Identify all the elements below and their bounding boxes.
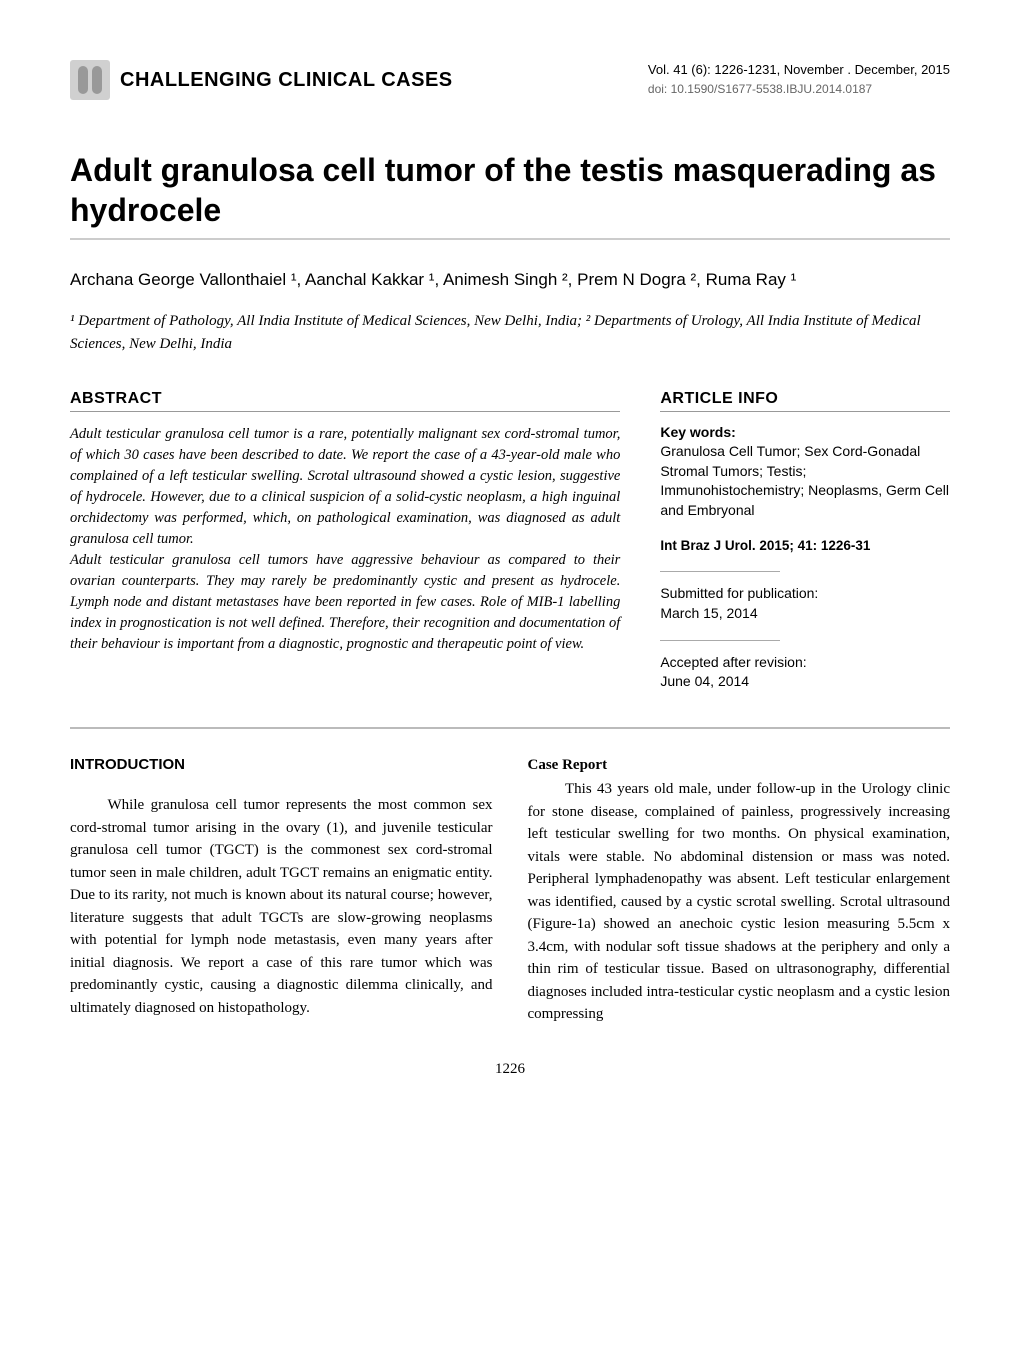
section-divider	[70, 727, 950, 729]
article-title: Adult granulosa cell tumor of the testis…	[70, 150, 950, 230]
info-divider	[660, 640, 780, 641]
introduction-text: While granulosa cell tumor represents th…	[70, 794, 493, 1019]
affiliations: ¹ Department of Pathology, All India Ins…	[70, 310, 950, 355]
abstract-column: ABSTRACT Adult testicular granulosa cell…	[70, 390, 620, 692]
introduction-heading: INTRODUCTION	[70, 754, 493, 777]
header-row: CHALLENGING CLINICAL CASES Vol. 41 (6): …	[70, 60, 950, 100]
info-divider	[660, 571, 780, 572]
abstract-p2: Adult testicular granulosa cell tumors h…	[70, 550, 620, 655]
abstract-info-row: ABSTRACT Adult testicular granulosa cell…	[70, 390, 950, 692]
page-number: 1226	[70, 1061, 950, 1078]
section-badge: CHALLENGING CLINICAL CASES	[70, 60, 453, 100]
authors-line: Archana George Vallonthaiel ¹, Aanchal K…	[70, 270, 950, 290]
keywords-label: Key words:	[660, 424, 950, 440]
article-info-column: ARTICLE INFO Key words: Granulosa Cell T…	[660, 390, 950, 692]
volume-line: Vol. 41 (6): 1226-1231, November . Decem…	[648, 60, 950, 80]
abstract-p1: Adult testicular granulosa cell tumor is…	[70, 424, 620, 550]
abstract-heading: ABSTRACT	[70, 390, 620, 412]
body-left-column: INTRODUCTION While granulosa cell tumor …	[70, 754, 493, 1026]
body-right-column: Case Report This 43 years old male, unde…	[528, 754, 951, 1026]
case-report-text: This 43 years old male, under follow-up …	[528, 778, 951, 1026]
section-name: CHALLENGING CLINICAL CASES	[120, 69, 453, 92]
accepted-label: Accepted after revision:	[660, 653, 950, 673]
keywords-text: Granulosa Cell Tumor; Sex Cord-Gonadal S…	[660, 442, 950, 520]
abstract-text: Adult testicular granulosa cell tumor is…	[70, 424, 620, 655]
citation-text: Int Braz J Urol. 2015; 41: 1226-31	[660, 538, 950, 553]
title-underline	[70, 238, 950, 240]
article-info-heading: ARTICLE INFO	[660, 390, 950, 412]
journal-icon	[70, 60, 110, 100]
doi-text: doi: 10.1590/S1677-5538.IBJU.2014.0187	[648, 80, 950, 98]
body-columns: INTRODUCTION While granulosa cell tumor …	[70, 754, 950, 1026]
submitted-label: Submitted for publication:	[660, 584, 950, 604]
accepted-date: June 04, 2014	[660, 672, 950, 692]
submitted-date: March 15, 2014	[660, 604, 950, 624]
case-report-heading: Case Report	[528, 754, 951, 777]
volume-info: Vol. 41 (6): 1226-1231, November . Decem…	[648, 60, 950, 98]
